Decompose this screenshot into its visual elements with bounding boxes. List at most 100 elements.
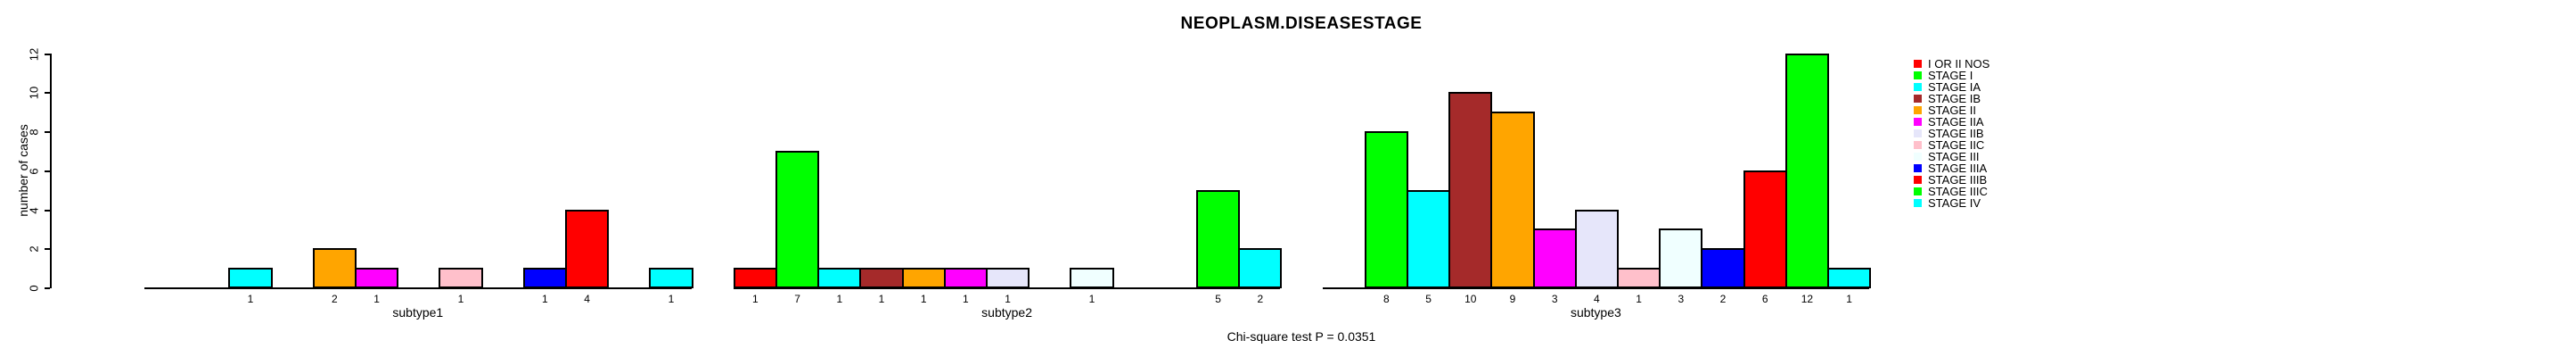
group-label: subtype2 — [981, 305, 1032, 320]
bar-value-label: 2 — [1719, 293, 1727, 305]
bar-value-label: 1 — [668, 293, 675, 305]
legend-label: STAGE IIC — [1928, 138, 1985, 152]
chi-square-footnote: Chi-square test P = 0.0351 — [1226, 329, 1376, 344]
legend-swatch — [1914, 176, 1922, 184]
legend-swatch — [1914, 95, 1922, 103]
legend-item: STAGE IIIA — [1914, 162, 1989, 174]
bar-value-label: 4 — [1594, 293, 1600, 305]
y-axis-tick — [44, 131, 50, 133]
legend-swatch — [1914, 164, 1922, 172]
bar-value-label: 5 — [1215, 293, 1221, 305]
legend-item: STAGE IIC — [1914, 139, 1989, 151]
y-axis-tick-label: 4 — [27, 206, 41, 214]
bar — [901, 268, 946, 288]
legend-swatch — [1914, 129, 1922, 137]
bar — [439, 268, 483, 288]
legend-swatch — [1914, 153, 1922, 161]
bar-value-label: 1 — [1636, 293, 1642, 305]
bar-value-label: 2 — [1257, 293, 1264, 305]
bar-value-label: 3 — [1678, 293, 1685, 305]
bar-value-label: 10 — [1464, 293, 1477, 305]
legend-label: I OR II NOS — [1928, 57, 1990, 71]
bar — [565, 209, 610, 288]
bar — [1364, 131, 1408, 288]
bar-value-label: 12 — [1801, 293, 1814, 305]
legend-item: STAGE IIA — [1914, 116, 1989, 128]
bar — [1574, 209, 1619, 288]
y-axis-tick-label: 10 — [27, 87, 41, 100]
y-axis-tick — [44, 92, 50, 95]
bar — [1448, 92, 1493, 288]
legend-swatch — [1914, 118, 1922, 126]
bar-value-label: 7 — [794, 293, 800, 305]
legend-swatch — [1914, 60, 1922, 68]
y-axis-tick-label: 6 — [27, 168, 41, 175]
bar-value-label: 1 — [752, 293, 759, 305]
y-axis-tick-label: 2 — [27, 245, 41, 253]
bar — [312, 248, 357, 288]
bar-value-label: 1 — [1846, 293, 1852, 305]
legend-swatch — [1914, 83, 1922, 91]
bar — [355, 268, 399, 288]
bar-value-label: 3 — [1551, 293, 1558, 305]
legend: I OR II NOS STAGE I STAGE IA STAGE IB STAGE … — [1914, 58, 1989, 209]
bar-value-label: 1 — [542, 293, 548, 305]
bar-value-label: 9 — [1509, 293, 1516, 305]
legend-label: STAGE IIIB — [1928, 173, 1988, 187]
legend-item: STAGE IIIB — [1914, 174, 1989, 186]
legend-label: STAGE IV — [1928, 196, 1981, 210]
bar — [522, 268, 567, 288]
legend-label: STAGE IA — [1928, 80, 1981, 94]
bar — [1701, 248, 1745, 288]
group-baseline — [1322, 287, 1870, 289]
bar — [228, 268, 273, 288]
bar — [1617, 268, 1661, 288]
bar-value-label: 1 — [373, 293, 380, 305]
bar-value-label: 8 — [1383, 293, 1390, 305]
legend-item: STAGE IIIC — [1914, 186, 1989, 197]
bar-value-label: 1 — [920, 293, 927, 305]
legend-item: STAGE I — [1914, 70, 1989, 81]
legend-item: STAGE III — [1914, 151, 1989, 162]
y-axis-tick — [44, 170, 50, 172]
y-axis-tick — [44, 248, 50, 251]
legend-label: STAGE I — [1928, 69, 1973, 82]
bar — [775, 150, 820, 288]
bar — [817, 268, 862, 288]
group-label: subtype3 — [1570, 305, 1621, 320]
bar — [986, 268, 1030, 288]
group-baseline — [733, 287, 1281, 289]
y-axis-tick-label: 0 — [27, 285, 41, 292]
legend-label: STAGE III — [1928, 150, 1980, 163]
bar-value-label: 6 — [1761, 293, 1768, 305]
legend-swatch — [1914, 141, 1922, 149]
legend-swatch — [1914, 106, 1922, 114]
bar-value-label: 2 — [332, 293, 338, 305]
bar — [1743, 170, 1787, 288]
legend-item: I OR II NOS — [1914, 58, 1989, 70]
bar-value-label: 1 — [878, 293, 885, 305]
legend-item: STAGE IB — [1914, 93, 1989, 104]
bar-value-label: 4 — [584, 293, 590, 305]
bar-value-label: 1 — [457, 293, 464, 305]
group-label: subtype1 — [392, 305, 444, 320]
y-axis-line — [49, 53, 52, 288]
bar — [1827, 268, 1872, 288]
legend-label: STAGE IIA — [1928, 115, 1984, 129]
y-axis-tick — [44, 287, 50, 289]
legend-label: STAGE IIB — [1928, 127, 1984, 140]
bar — [1238, 248, 1283, 288]
legend-label: STAGE IIIC — [1928, 185, 1988, 198]
y-axis-tick-label: 8 — [27, 129, 41, 136]
bar-value-label: 1 — [247, 293, 254, 305]
bar-value-label: 1 — [1088, 293, 1095, 305]
bar — [943, 268, 988, 288]
y-axis-tick — [44, 209, 50, 212]
bar — [1070, 268, 1114, 288]
legend-item: STAGE IIB — [1914, 128, 1989, 139]
bar — [1196, 189, 1241, 288]
legend-swatch — [1914, 199, 1922, 207]
legend-label: STAGE IIIA — [1928, 162, 1988, 175]
bar-value-label: 1 — [836, 293, 843, 305]
